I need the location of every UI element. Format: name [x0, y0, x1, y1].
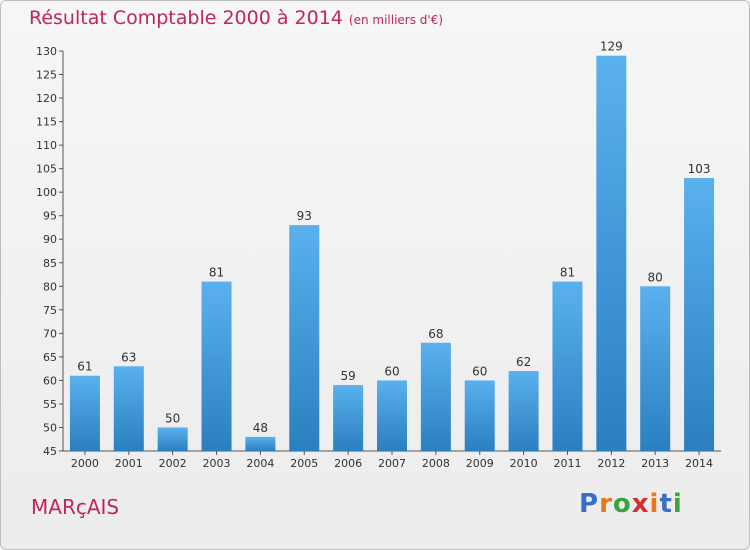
y-tick-label: 105: [36, 163, 57, 176]
bar-value-label: 93: [297, 209, 312, 223]
chart-title: Résultat Comptable 2000 à 2014 (en millie…: [29, 7, 443, 29]
y-tick-label: 85: [43, 257, 57, 270]
y-tick-label: 60: [43, 374, 57, 387]
bar-value-label: 63: [121, 350, 136, 364]
y-tick-label: 100: [36, 186, 57, 199]
x-tick-label: 2005: [290, 457, 318, 470]
bar: [157, 427, 188, 451]
bar: [684, 178, 715, 451]
bar-value-label: 60: [472, 364, 487, 378]
bar: [640, 286, 671, 451]
y-tick-label: 90: [43, 233, 57, 246]
logo-letter: i: [672, 489, 683, 519]
proxiti-logo: Proxiti: [579, 489, 683, 519]
logo-letter: x: [631, 489, 650, 519]
bar: [201, 281, 232, 451]
bar-value-label: 60: [384, 364, 399, 378]
x-tick-label: 2009: [466, 457, 494, 470]
x-tick-label: 2001: [115, 457, 143, 470]
x-tick-label: 2010: [510, 457, 538, 470]
x-tick-label: 2011: [553, 457, 581, 470]
bar-value-label: 48: [253, 421, 268, 435]
x-tick-label: 2002: [159, 457, 187, 470]
chart-unit: (en milliers d'€): [348, 13, 444, 27]
y-tick-label: 120: [36, 92, 57, 105]
bar-value-label: 80: [648, 270, 663, 284]
bar-value-label: 59: [340, 369, 355, 383]
x-tick-label: 2014: [685, 457, 713, 470]
x-tick-label: 2000: [71, 457, 99, 470]
bar: [245, 436, 276, 451]
bar: [464, 380, 495, 451]
bar-value-label: 61: [77, 360, 92, 374]
x-tick-label: 2003: [203, 457, 231, 470]
y-tick-label: 45: [43, 445, 57, 458]
place-name: MARçAIS: [31, 495, 120, 519]
y-tick-label: 115: [36, 116, 57, 129]
logo-letter: t: [659, 489, 673, 519]
bar: [552, 281, 583, 451]
logo-letter: r: [599, 489, 613, 519]
y-tick-label: 125: [36, 69, 57, 82]
y-tick-label: 95: [43, 210, 57, 223]
x-tick-label: 2013: [641, 457, 669, 470]
bar: [508, 371, 539, 451]
y-tick-label: 130: [36, 45, 57, 58]
chart-title-text: Résultat Comptable 2000 à 2014: [29, 7, 343, 29]
y-tick-label: 55: [43, 398, 57, 411]
bar: [113, 366, 144, 451]
logo-letter: i: [649, 489, 660, 519]
x-tick-label: 2012: [597, 457, 625, 470]
bar-value-label: 62: [516, 355, 531, 369]
bar-value-label: 81: [209, 266, 224, 280]
bar-value-label: 103: [688, 162, 711, 176]
bar-value-label: 68: [428, 327, 443, 341]
y-tick-label: 65: [43, 351, 57, 364]
bar-value-label: 50: [165, 411, 180, 425]
x-tick-label: 2006: [334, 457, 362, 470]
y-tick-label: 70: [43, 327, 57, 340]
bar: [377, 380, 407, 451]
y-tick-label: 75: [43, 304, 57, 317]
bar: [596, 55, 627, 452]
bar: [69, 375, 100, 451]
bar: [289, 225, 320, 451]
x-tick-label: 2004: [246, 457, 274, 470]
logo-letter: o: [612, 489, 632, 519]
logo-letter: P: [579, 489, 600, 519]
y-tick-label: 50: [43, 421, 57, 434]
bar: [420, 342, 451, 451]
x-tick-label: 2008: [422, 457, 450, 470]
x-tick-label: 2007: [378, 457, 406, 470]
bar-value-label: 81: [560, 266, 575, 280]
y-tick-label: 110: [36, 139, 57, 152]
bar: [333, 385, 364, 451]
y-tick-label: 80: [43, 280, 57, 293]
bar-value-label: 129: [600, 40, 623, 54]
